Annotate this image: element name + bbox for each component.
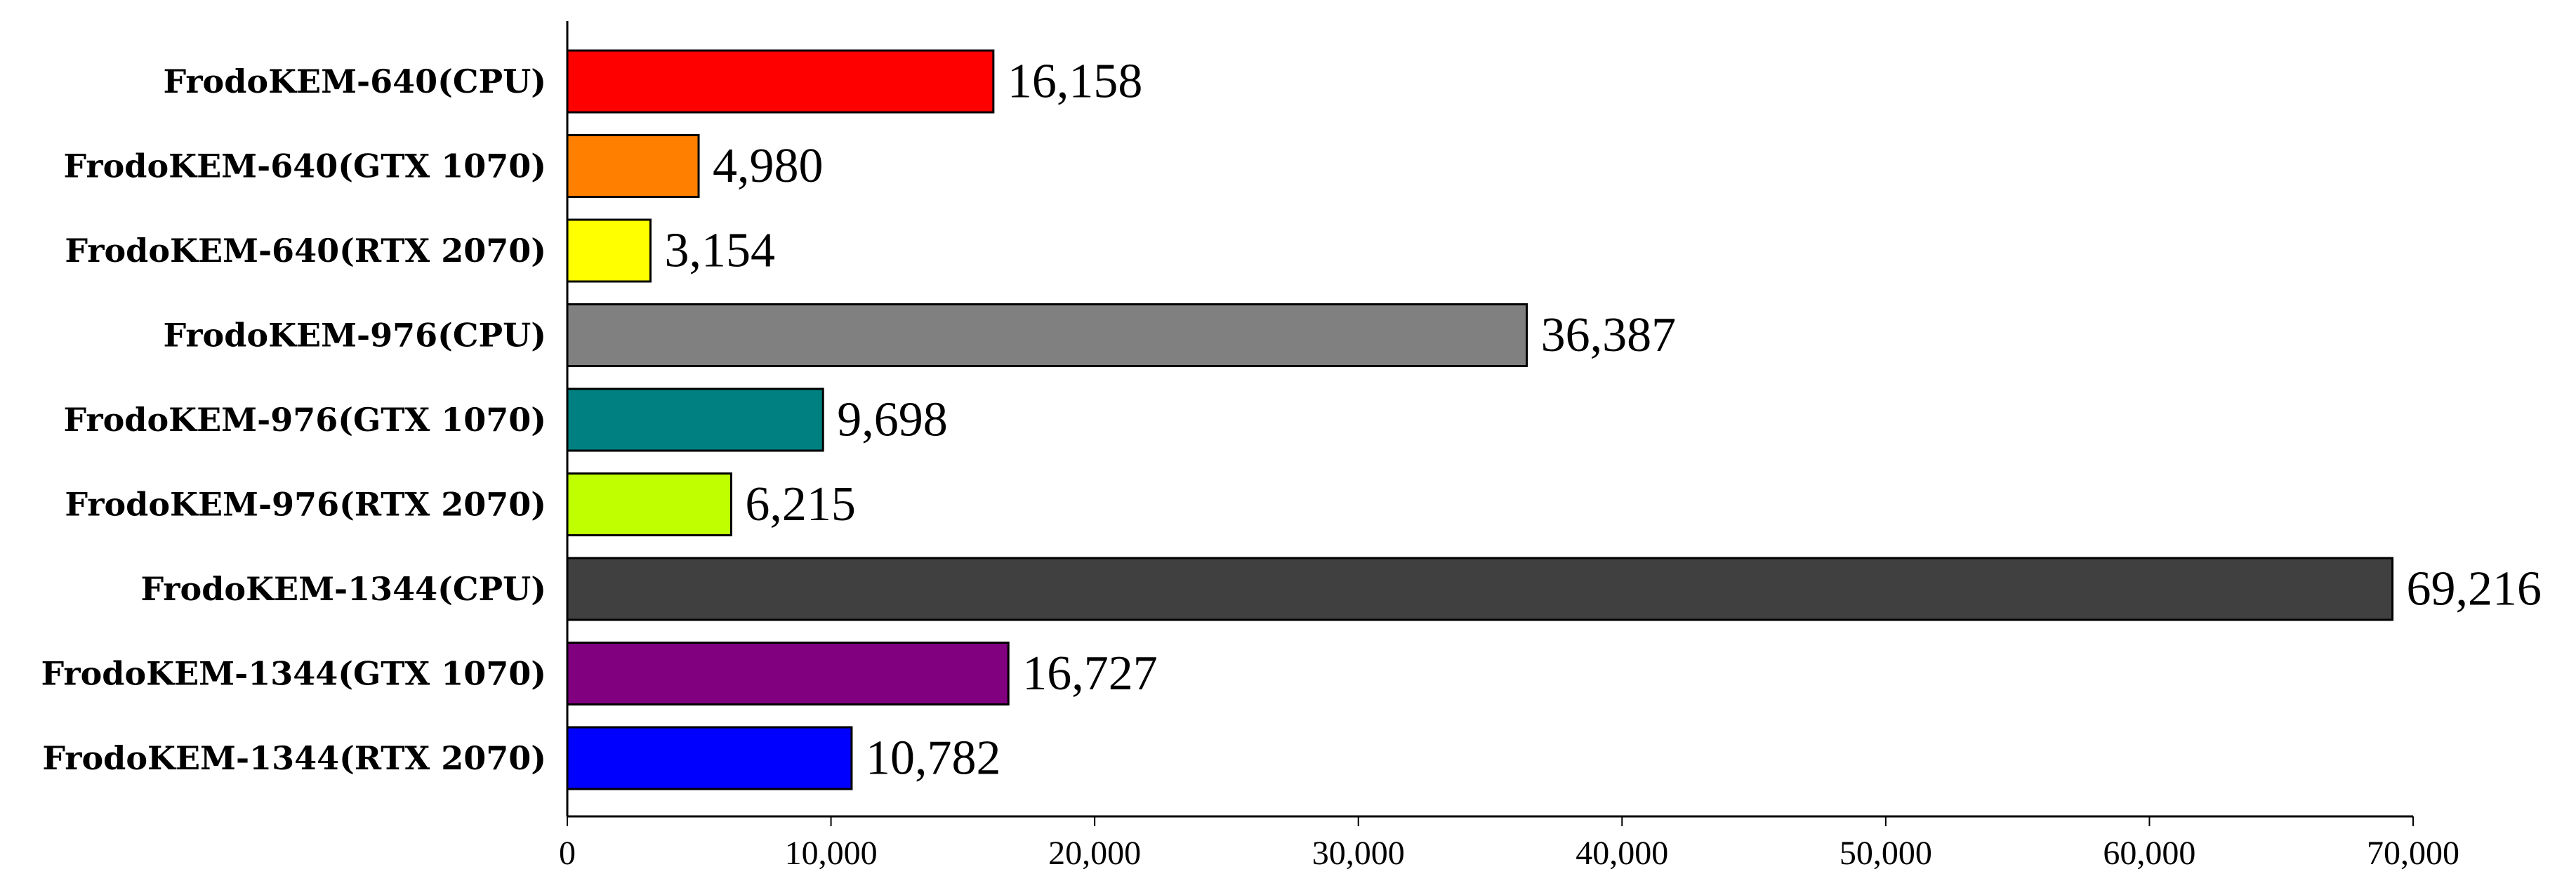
category-label: FrodoKEM-640(GTX 1070) — [64, 147, 546, 185]
category-label: FrodoKEM-1344(CPU) — [140, 570, 546, 608]
x-tick-label: 60,000 — [2103, 835, 2195, 872]
data-label: 69,216 — [2407, 562, 2542, 616]
bar — [566, 134, 700, 198]
category-label: FrodoKEM-976(RTX 2070) — [65, 486, 546, 524]
data-label: 36,387 — [1541, 308, 1677, 362]
value-labels: 16,158 4,980 3,154 36,387 9,698 6,215 69,216 16… — [664, 55, 2542, 786]
x-tick-label: 30,000 — [1312, 835, 1405, 872]
x-tick-label: 0 — [559, 835, 576, 872]
category-label: FrodoKEM-1344(RTX 2070) — [42, 739, 546, 777]
x-tick-label: 40,000 — [1576, 835, 1668, 872]
x-tick-label: 50,000 — [1839, 835, 1932, 872]
data-label: 16,727 — [1022, 647, 1158, 701]
category-label: FrodoKEM-1344(GTX 1070) — [41, 655, 546, 693]
bar — [566, 726, 853, 790]
bar — [566, 218, 652, 283]
data-label: 16,158 — [1008, 55, 1143, 109]
bar — [566, 49, 995, 114]
x-tick-label: 10,000 — [785, 835, 878, 872]
data-label: 4,980 — [713, 139, 824, 193]
bar — [566, 642, 1010, 705]
bars-layer — [566, 49, 2394, 790]
category-label: FrodoKEM-640(CPU) — [163, 62, 546, 100]
bar — [566, 303, 1528, 367]
data-label: 6,215 — [745, 477, 856, 531]
category-labels: FrodoKEM-640(CPU) FrodoKEM-640(GTX 1070) F… — [41, 62, 546, 777]
bar — [566, 387, 824, 452]
category-label: FrodoKEM-640(RTX 2070) — [65, 232, 546, 270]
bar — [566, 472, 732, 536]
category-label: FrodoKEM-976(CPU) — [163, 317, 546, 354]
data-label: 3,154 — [664, 224, 775, 278]
x-tick-label: 20,000 — [1048, 835, 1141, 872]
axes: 0 10,000 20,000 30,000 40,000 50,000 60,000 70,… — [559, 21, 2459, 872]
bar — [566, 557, 2394, 621]
category-label: FrodoKEM-976(GTX 1070) — [64, 401, 546, 439]
x-tick-label: 70,000 — [2367, 835, 2459, 872]
data-label: 10,782 — [866, 731, 1001, 786]
data-label: 9,698 — [837, 393, 948, 447]
